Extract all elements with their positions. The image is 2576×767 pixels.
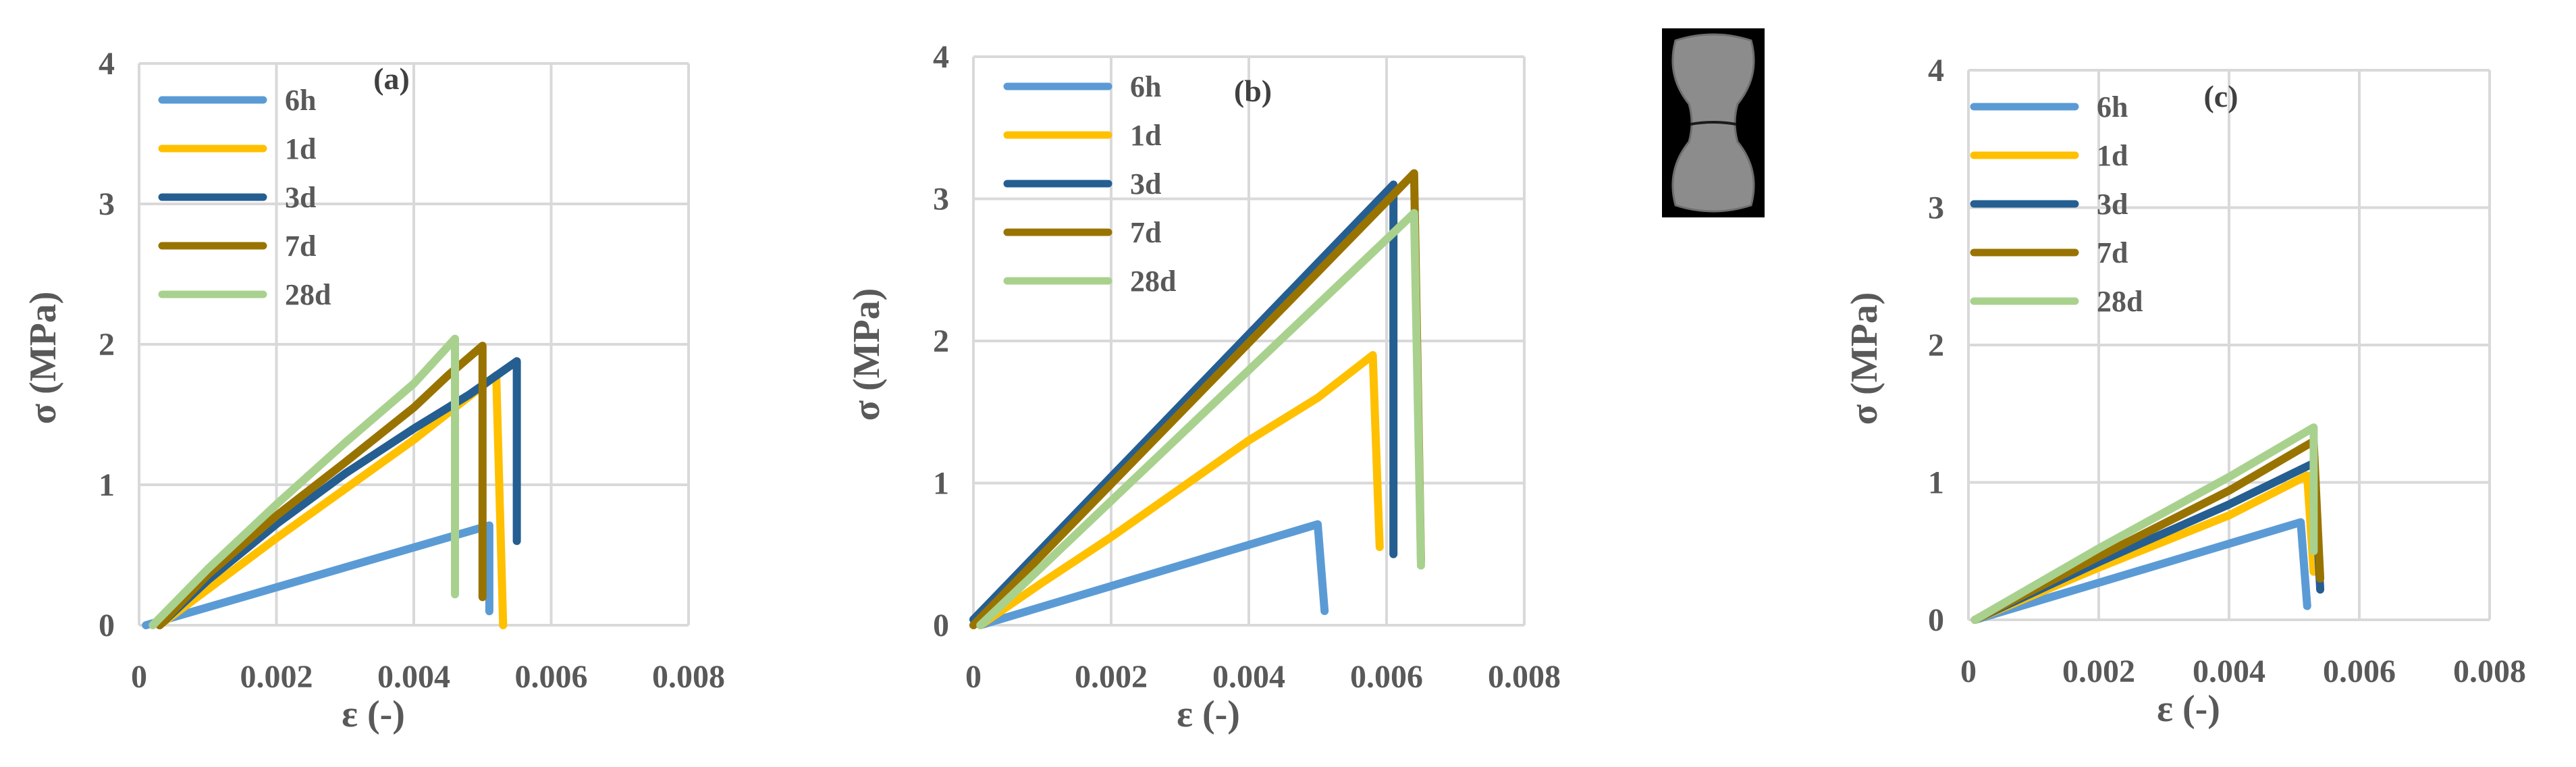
series-line-28d xyxy=(149,334,459,629)
legend-label-3d: 3d xyxy=(1130,167,1161,201)
x-tick-label: 0.008 xyxy=(2453,654,2526,689)
y-tick-label: 3 xyxy=(99,186,115,222)
legend-label-3d: 3d xyxy=(285,181,316,214)
series-line-3d xyxy=(155,357,521,629)
legend-label-28d: 28d xyxy=(285,278,331,311)
x-tick-label: 0 xyxy=(965,659,982,695)
legend-label-6h: 6h xyxy=(2097,90,2128,124)
x-axis-title: ε (-) xyxy=(2157,688,2220,730)
y-tick-label: 0 xyxy=(1928,602,1944,638)
x-tick-label: 0.004 xyxy=(1212,659,1285,695)
x-tick-label: 0.002 xyxy=(2062,654,2135,689)
y-tick-label: 0 xyxy=(933,608,949,643)
x-axis-title: ε (-) xyxy=(1177,693,1240,735)
legend-label-1d: 1d xyxy=(2097,139,2128,172)
x-axis-title: ε (-) xyxy=(342,693,405,735)
x-tick-label: 0.006 xyxy=(1350,659,1423,695)
legend-label-7d: 7d xyxy=(1130,216,1161,249)
legend-label-6h: 6h xyxy=(285,84,316,117)
y-tick-label: 2 xyxy=(99,327,115,363)
y-tick-label: 2 xyxy=(1928,327,1944,363)
panel-label: (a) xyxy=(373,61,410,96)
legend-label-28d: 28d xyxy=(2097,285,2143,318)
y-axis-title: σ (MPa) xyxy=(1844,292,1885,425)
series-line-6h xyxy=(142,521,493,629)
y-axis-title: σ (MPa) xyxy=(22,292,64,425)
legend-label-3d: 3d xyxy=(2097,188,2128,221)
x-tick-label: 0.006 xyxy=(515,659,588,695)
y-tick-label: 4 xyxy=(99,46,115,82)
series-line-7d xyxy=(155,342,487,629)
panel-b: 0 1 2 3 4 0 0.002 0.004 0.006 0.008 ε (-) σ (MPa) 6h… xyxy=(846,39,1561,735)
panel-label: (b) xyxy=(1234,74,1272,108)
y-tick-label: 4 xyxy=(933,39,949,75)
y-tick-label: 1 xyxy=(933,466,949,502)
x-tick-label: 0.006 xyxy=(2323,654,2396,689)
x-tick-label: 0.002 xyxy=(240,659,313,695)
series-line-6h xyxy=(1970,518,2311,624)
legend-label-7d: 7d xyxy=(2097,236,2128,269)
x-tick-label: 0.004 xyxy=(2193,654,2265,689)
y-tick-label: 1 xyxy=(1928,465,1944,501)
series-line-6h xyxy=(976,520,1329,629)
x-tick-label: 0 xyxy=(131,659,147,695)
series-line-1d xyxy=(976,351,1384,629)
panel-c: 0 1 2 3 4 0 0.002 0.004 0.006 0.008 ε (-) σ (MPa) 6h… xyxy=(1844,53,2526,730)
legend-label-1d: 1d xyxy=(285,132,316,165)
series-line-28d xyxy=(976,209,1425,629)
y-tick-label: 1 xyxy=(99,467,115,503)
x-tick-label: 0.002 xyxy=(1075,659,1148,695)
y-tick-label: 2 xyxy=(933,323,949,359)
specimen-photo xyxy=(1662,28,1765,217)
series-line-28d xyxy=(1970,423,2318,624)
x-tick-label: 0 xyxy=(1960,654,1977,689)
x-tick-label: 0.004 xyxy=(377,659,450,695)
x-tick-label: 0.008 xyxy=(1488,659,1561,695)
y-tick-label: 4 xyxy=(1928,53,1944,88)
y-tick-label: 0 xyxy=(99,608,115,643)
series-line-1d xyxy=(155,371,508,629)
legend-label-1d: 1d xyxy=(1130,119,1161,152)
legend-label-6h: 6h xyxy=(1130,70,1161,103)
legend-label-7d: 7d xyxy=(285,230,316,263)
y-tick-label: 3 xyxy=(933,182,949,217)
series-line-3d xyxy=(969,180,1398,624)
x-tick-label: 0.008 xyxy=(652,659,725,695)
panel-label: (c) xyxy=(2203,79,2238,113)
legend-label-28d: 28d xyxy=(1130,265,1176,298)
y-axis-title: σ (MPa) xyxy=(846,288,888,421)
y-tick-label: 3 xyxy=(1928,190,1944,226)
panel-a: 0 1 2 3 4 0 0.002 0.004 0.006 0.008 ε (-) σ (MPa) 6h… xyxy=(22,46,725,735)
